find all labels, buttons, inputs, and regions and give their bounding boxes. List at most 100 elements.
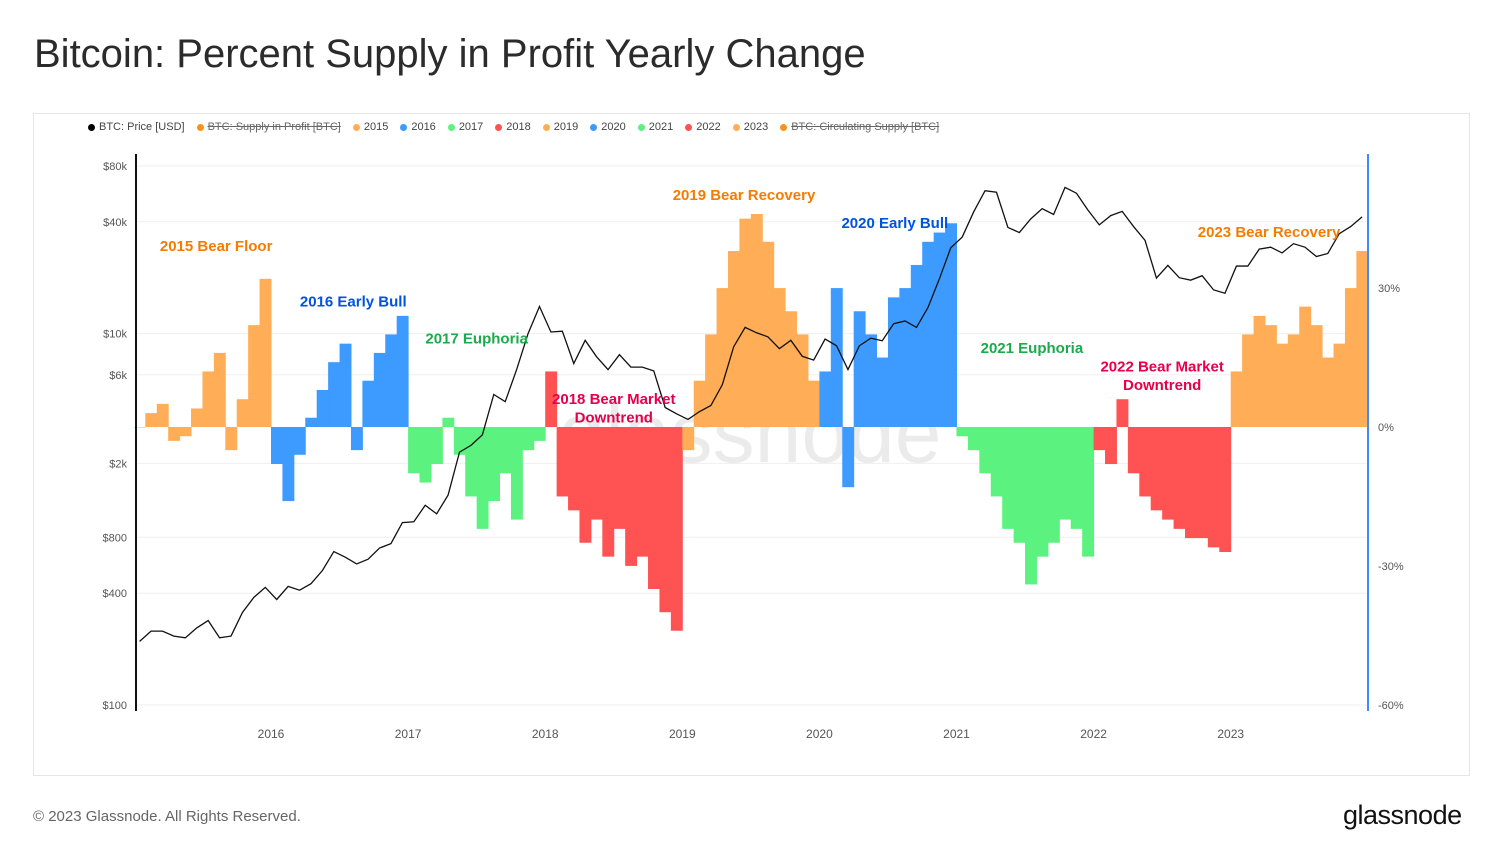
series-2021: [956, 427, 1095, 585]
series-2023: [1230, 251, 1369, 427]
legend-item[interactable]: 2021: [637, 121, 673, 133]
legend-item[interactable]: BTC: Circulating Supply [BTC]: [780, 121, 939, 133]
bar-2015: [156, 403, 169, 427]
x-axis-tick: 2022: [1080, 727, 1107, 741]
bar-2016: [373, 352, 386, 427]
legend-item[interactable]: BTC: Price [USD]: [88, 121, 185, 133]
legend-item[interactable]: 2023: [732, 121, 768, 133]
legend-item[interactable]: 2015: [352, 121, 388, 133]
page-title: Bitcoin: Percent Supply in Profit Yearly…: [34, 32, 866, 76]
legend-dot-icon: [447, 123, 455, 131]
bar-2016: [271, 427, 283, 465]
legend-item[interactable]: 2017: [447, 121, 483, 133]
bar-2021: [1082, 427, 1095, 557]
bar-2016: [396, 315, 409, 427]
legend-item[interactable]: 2019: [542, 121, 579, 133]
bar-2016: [350, 427, 363, 451]
x-axis-tick: 2021: [943, 727, 970, 741]
bar-2019: [728, 251, 740, 427]
legend-label: 2020: [601, 121, 626, 133]
bar-2022: [1127, 427, 1140, 474]
legend-label: 2022: [696, 121, 721, 133]
legend-label: 2018: [506, 121, 531, 133]
bar-2022: [1185, 427, 1197, 539]
bar-2020: [876, 357, 889, 427]
bar-2022: [1139, 427, 1152, 497]
x-axis-tick: 2023: [1217, 727, 1244, 741]
bar-2020: [910, 264, 923, 427]
annotation-label: 2022 Bear Market: [1100, 358, 1223, 375]
bar-2022: [1173, 427, 1186, 529]
legend-dot-icon: [196, 123, 204, 131]
annotation-label: 2015 Bear Floor: [160, 238, 273, 255]
bar-2015: [168, 427, 181, 441]
bar-2017: [476, 427, 489, 529]
legend-dot-icon: [637, 123, 645, 131]
legend-item[interactable]: 2022: [685, 121, 721, 133]
bar-2019: [682, 427, 695, 451]
bar-2023: [1253, 315, 1266, 427]
bar-2021: [1070, 427, 1083, 529]
bar-2022: [1116, 399, 1129, 427]
bar-2017: [453, 427, 466, 455]
bar-2020: [945, 223, 957, 427]
left-axis-tick: $80k: [103, 161, 127, 173]
bar-2018: [602, 427, 615, 557]
x-axis-tick: 2020: [806, 727, 833, 741]
bar-2015: [236, 399, 249, 427]
left-axis-tick: $800: [103, 532, 127, 544]
bar-2022: [1196, 427, 1209, 539]
annotation-label: 2023 Bear Recovery: [1198, 224, 1341, 241]
legend-label: 2019: [553, 121, 579, 133]
bar-2016: [282, 427, 295, 502]
legend-label: BTC: Price [USD]: [99, 121, 185, 133]
legend-item[interactable]: BTC: Supply in Profit [BTC]: [196, 121, 341, 133]
right-axis-tick: 30%: [1378, 283, 1400, 295]
legend-dot-icon: [88, 123, 95, 131]
bar-2023: [1276, 343, 1289, 427]
legend-dot-icon: [685, 123, 693, 131]
bar-2015: [179, 427, 192, 437]
price-line: [139, 186, 1363, 642]
bar-2016: [316, 389, 329, 427]
bar-2023: [1230, 371, 1243, 427]
legend-dot-icon: [590, 123, 598, 131]
bar-2015: [202, 371, 215, 427]
bar-2016: [328, 362, 341, 427]
bar-2020: [865, 334, 878, 427]
series-2016: [271, 315, 409, 502]
series-2015: [133, 278, 272, 451]
bar-2015: [145, 413, 158, 427]
bar-2021: [1002, 427, 1015, 529]
bar-2022: [1150, 427, 1163, 511]
bar-2017: [533, 427, 546, 441]
bar-2023: [1264, 325, 1277, 427]
legend-item[interactable]: 2018: [495, 121, 531, 133]
bar-2022: [1162, 427, 1175, 520]
bar-2021: [1013, 427, 1026, 543]
bar-2019: [716, 288, 729, 427]
bar-2018: [556, 427, 569, 497]
bar-2022: [1105, 427, 1117, 465]
bar-2019: [705, 334, 718, 427]
bar-2019: [773, 288, 786, 427]
bar-2019: [807, 380, 820, 427]
legend-item[interactable]: 2020: [590, 121, 626, 133]
bar-2015: [225, 427, 238, 451]
left-axis-tick: $10k: [103, 329, 127, 341]
bar-2023: [1299, 306, 1312, 427]
x-axis-tick: 2018: [532, 727, 559, 741]
bar-2020: [830, 288, 843, 427]
bar-2023: [1287, 334, 1300, 427]
bar-2021: [1025, 427, 1037, 585]
bar-2015: [248, 325, 261, 427]
bar-2017: [499, 427, 512, 474]
bar-2019: [796, 334, 809, 427]
bar-2022: [1093, 427, 1106, 451]
legend-dot-icon: [542, 123, 550, 131]
legend-label: BTC: Circulating Supply [BTC]: [791, 121, 940, 133]
x-axis-tick: 2016: [258, 727, 285, 741]
legend-item[interactable]: 2016: [400, 121, 436, 133]
annotation-label: 2021 Euphoria: [981, 340, 1084, 357]
bar-2020: [887, 297, 900, 427]
